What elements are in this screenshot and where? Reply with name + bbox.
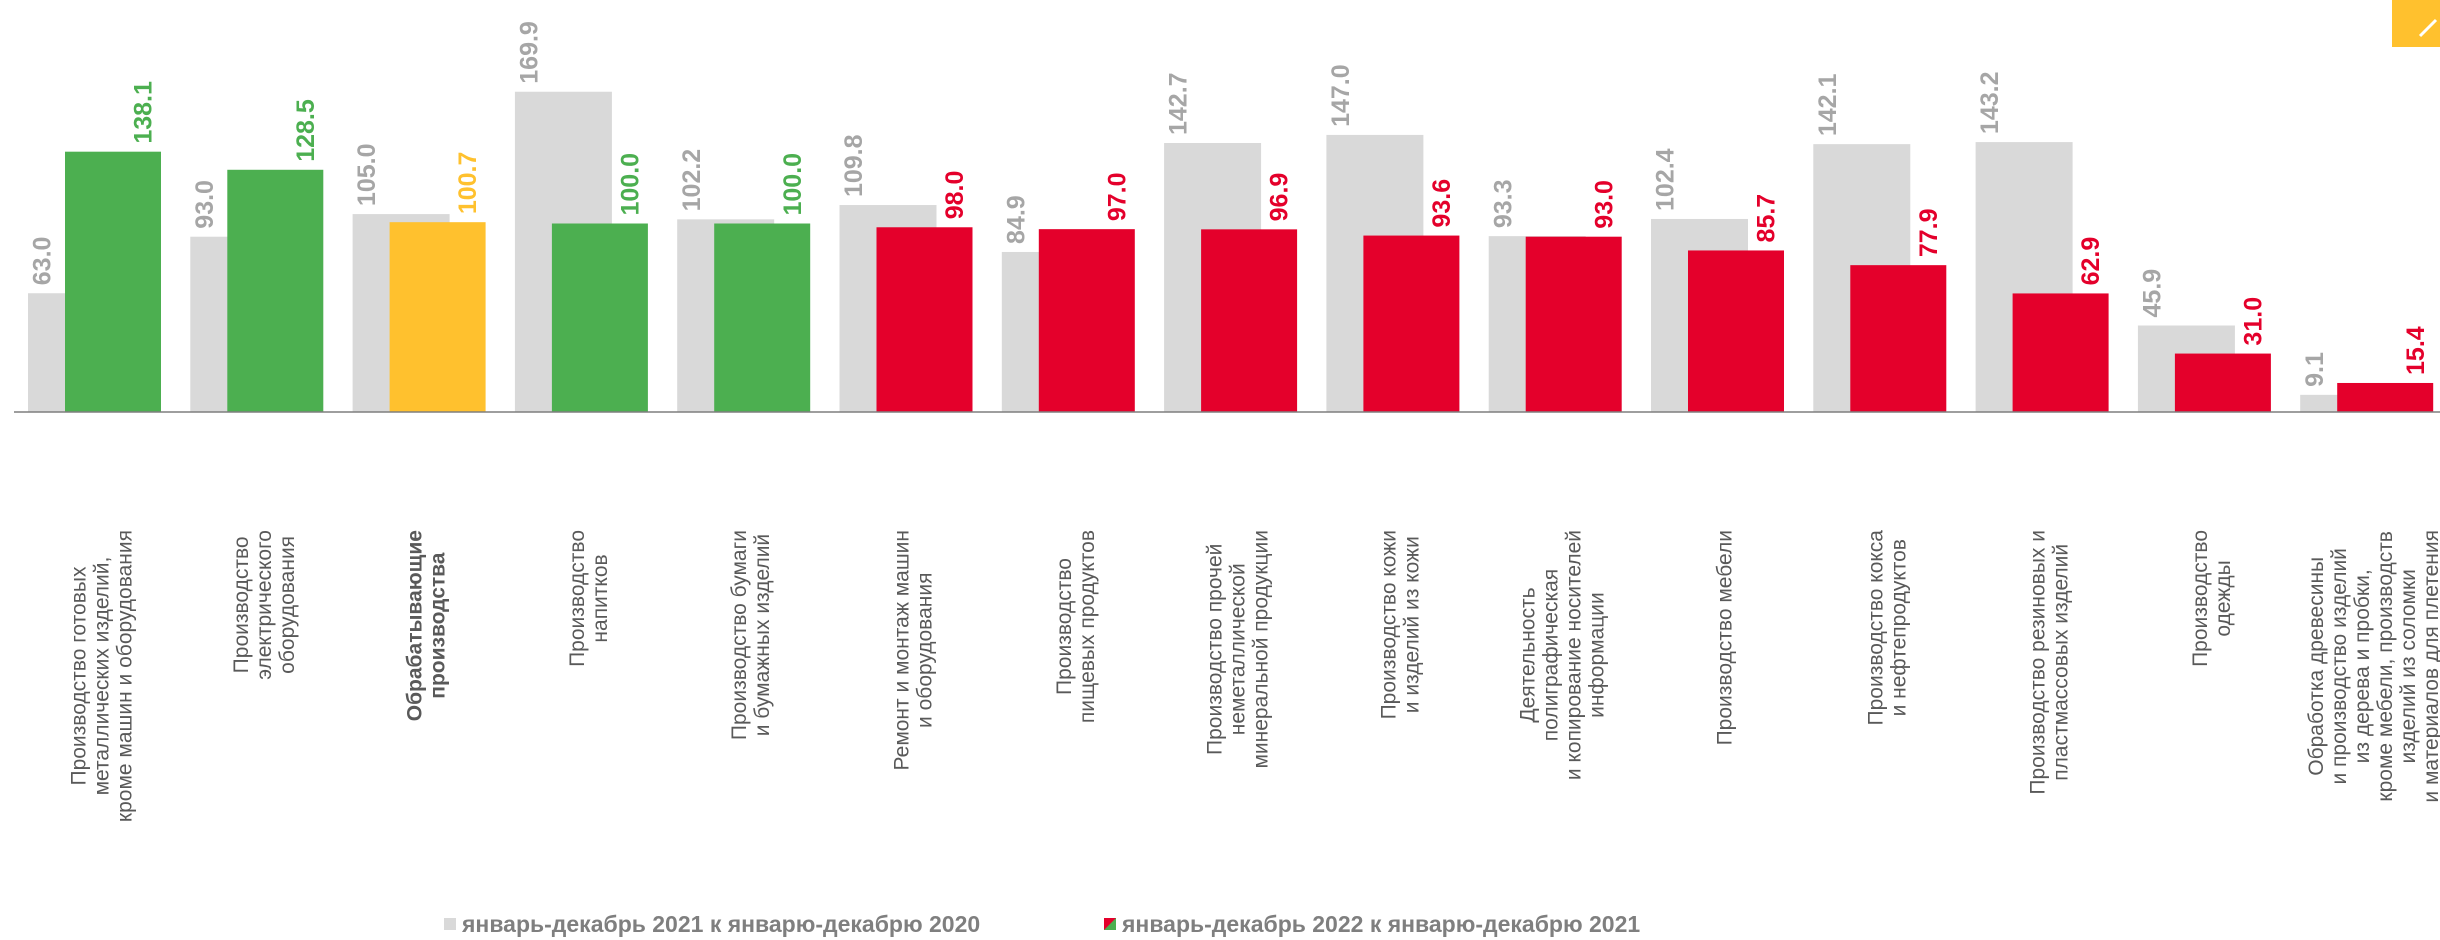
- category-label: и материалов для плетения: [2420, 530, 2440, 803]
- value-label: 143.2: [1976, 72, 2004, 135]
- value-label: 100.7: [454, 152, 482, 215]
- legend-swatch: [444, 918, 456, 930]
- bar: [1526, 237, 1622, 412]
- value-label: 93.0: [191, 180, 219, 229]
- category-label: Производство: [566, 530, 589, 667]
- bar: [552, 224, 648, 413]
- category-label: электрического: [253, 530, 276, 680]
- value-label: 97.0: [1103, 172, 1131, 221]
- value-label: 102.4: [1652, 148, 1680, 211]
- category-label: Производство прочей: [1204, 544, 1227, 755]
- value-label: 15.4: [2402, 326, 2430, 375]
- category-label: и оборудования: [914, 573, 937, 728]
- bar: [1850, 265, 1946, 412]
- bar: [390, 222, 486, 412]
- category-label: Производство: [1053, 558, 1076, 695]
- bar: [1363, 236, 1459, 412]
- category-label: и производство изделий: [2328, 548, 2351, 784]
- category-label: и изделий из кожи: [1400, 536, 1423, 713]
- value-label: 93.6: [1428, 179, 1456, 228]
- bar: [714, 224, 810, 413]
- value-label: 138.1: [130, 81, 158, 144]
- value-label: 105.0: [353, 144, 381, 207]
- value-label: 85.7: [1753, 194, 1781, 243]
- value-label: 128.5: [292, 99, 320, 162]
- bar: [1039, 229, 1135, 412]
- value-label: 84.9: [1002, 195, 1030, 244]
- bar: [1688, 250, 1784, 412]
- category-label: Производство мебели: [1714, 530, 1737, 745]
- value-label: 142.7: [1165, 72, 1193, 135]
- bar: [1201, 229, 1297, 412]
- value-label: 45.9: [2139, 269, 2167, 318]
- category-label: минеральной продукции: [1250, 530, 1273, 769]
- bar: [2013, 293, 2109, 412]
- legend-label: январь-декабрь 2021 к январю-декабрю 202…: [461, 911, 980, 937]
- category-label: пластмассовых изделий: [2050, 544, 2073, 781]
- value-label: 77.9: [1915, 208, 1943, 257]
- value-label: 62.9: [2077, 237, 2105, 286]
- value-label: 147.0: [1327, 64, 1355, 127]
- bar: [65, 152, 161, 412]
- chart: 63.0 138.1 Производство готовыхметаллическ…: [0, 0, 2440, 940]
- value-label: 98.0: [941, 171, 969, 220]
- category-label: кроме машин и оборудования: [114, 530, 137, 822]
- category-label: оборудования: [276, 536, 299, 674]
- value-label: 109.8: [840, 134, 868, 197]
- legend: январь-декабрь 2021 к январю-декабрю 202…: [444, 911, 1640, 937]
- category-label: напитков: [589, 554, 612, 642]
- category-label: производства: [427, 552, 450, 699]
- category-label: информации: [1586, 592, 1609, 718]
- value-label: 96.9: [1266, 173, 1294, 222]
- category-label: Производство готовых: [68, 566, 91, 785]
- category-label: пищевых продуктов: [1076, 530, 1099, 723]
- category-label: Ремонт и монтаж машин: [891, 530, 914, 770]
- category-label: кроме мебели, производств: [2374, 531, 2397, 802]
- value-label: 93.3: [1489, 179, 1517, 228]
- category-label: Производство бумаги: [728, 530, 751, 740]
- category-label: металлических изделий,: [91, 557, 114, 796]
- category-label: неметаллической: [1227, 563, 1250, 735]
- category-label: Обрабатывающие: [404, 530, 427, 721]
- bar: [227, 170, 323, 412]
- category-label: и бумажных изделий: [751, 534, 774, 736]
- value-label: 63.0: [29, 237, 57, 286]
- value-label: 100.0: [779, 153, 807, 216]
- category-label: изделий из соломки: [2397, 569, 2420, 763]
- category-label: полиграфическая: [1540, 569, 1563, 741]
- category-label: Производство резиновых и: [2027, 530, 2050, 795]
- value-label: 31.0: [2240, 297, 2268, 346]
- value-label: 102.2: [678, 149, 706, 212]
- category-label: Производство кожи: [1377, 530, 1400, 719]
- category-label: Деятельность: [1517, 587, 1540, 722]
- category-label: Обработка древесины: [2305, 557, 2328, 776]
- legend-label: январь-декабрь 2022 к январю-декабрю 202…: [1121, 911, 1640, 937]
- category-label: из дерева и пробки,: [2351, 569, 2374, 763]
- category-label: и нефтепродуктов: [1887, 539, 1910, 716]
- category-label: Производство кокса: [1864, 530, 1887, 726]
- category-label: и копирование носителей: [1563, 530, 1586, 780]
- bar: [2175, 354, 2271, 412]
- bar: [2337, 383, 2433, 412]
- value-label: 169.9: [516, 21, 544, 84]
- value-label: 142.1: [1814, 73, 1842, 136]
- category-label: Производство: [230, 536, 253, 673]
- category-label: Производство: [2189, 530, 2212, 667]
- value-label: 93.0: [1590, 180, 1618, 229]
- value-label: 9.1: [2301, 352, 2329, 387]
- bar: [877, 227, 973, 412]
- category-label: одежды: [2212, 560, 2235, 636]
- value-label: 100.0: [617, 153, 645, 216]
